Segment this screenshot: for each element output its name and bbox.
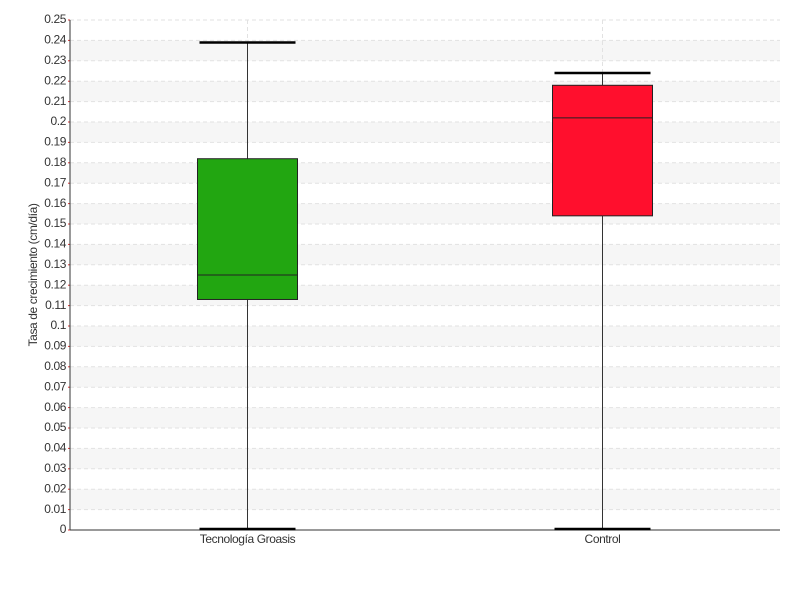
- y-tick-label: 0.22: [44, 73, 66, 87]
- y-tick-label: 0.16: [44, 196, 66, 210]
- y-tick-label: 0.23: [44, 53, 66, 67]
- y-tick-label: 0.12: [44, 277, 66, 291]
- y-tick-label: 0.05: [44, 420, 66, 434]
- y-tick-label: 0.24: [44, 33, 66, 47]
- grid-band: [70, 122, 780, 143]
- y-tick-label: 0.1: [51, 318, 67, 332]
- y-tick-label: 0.17: [44, 175, 66, 189]
- y-tick-label: 0.25: [44, 12, 66, 26]
- y-tick-label: 0.15: [44, 216, 66, 230]
- y-tick-label: 0.08: [44, 359, 66, 373]
- y-tick-label: 0.11: [45, 298, 67, 312]
- grid-band: [70, 244, 780, 265]
- box: [197, 158, 298, 300]
- grid-band: [70, 366, 780, 388]
- x-tick-label: Control: [585, 532, 621, 546]
- y-tick-label: 0.02: [44, 481, 66, 495]
- y-tick-label: 0.04: [44, 441, 66, 455]
- y-tick-label: 0.21: [44, 94, 66, 108]
- y-tick-label: 0.07: [44, 379, 66, 393]
- x-tick-label: Tecnología Groasis: [200, 532, 296, 546]
- y-tick-label: 0.09: [44, 339, 66, 353]
- y-tick-label: 0: [60, 522, 67, 536]
- grid-band: [70, 81, 780, 102]
- box: [552, 84, 653, 217]
- grid-band: [70, 162, 780, 184]
- y-tick-label: 0.01: [44, 502, 66, 516]
- y-tick-label: 0.03: [44, 461, 66, 475]
- y-tick-label: 0.19: [44, 135, 66, 149]
- grid-band: [70, 448, 780, 469]
- y-axis-label: Tasa de crecimiento (cm/día): [26, 203, 40, 346]
- y-tick-label: 0.2: [51, 114, 67, 128]
- grid-band: [70, 489, 780, 510]
- y-tick-label: 0.06: [44, 400, 66, 414]
- grid-band: [70, 203, 780, 224]
- y-tick-label: 0.13: [44, 257, 66, 271]
- grid-band: [70, 407, 780, 428]
- grid-band: [70, 40, 780, 61]
- grid-band: [70, 285, 780, 306]
- grid-band: [70, 326, 780, 347]
- y-tick-label: 0.18: [44, 155, 66, 169]
- y-tick-label: 0.14: [44, 237, 66, 251]
